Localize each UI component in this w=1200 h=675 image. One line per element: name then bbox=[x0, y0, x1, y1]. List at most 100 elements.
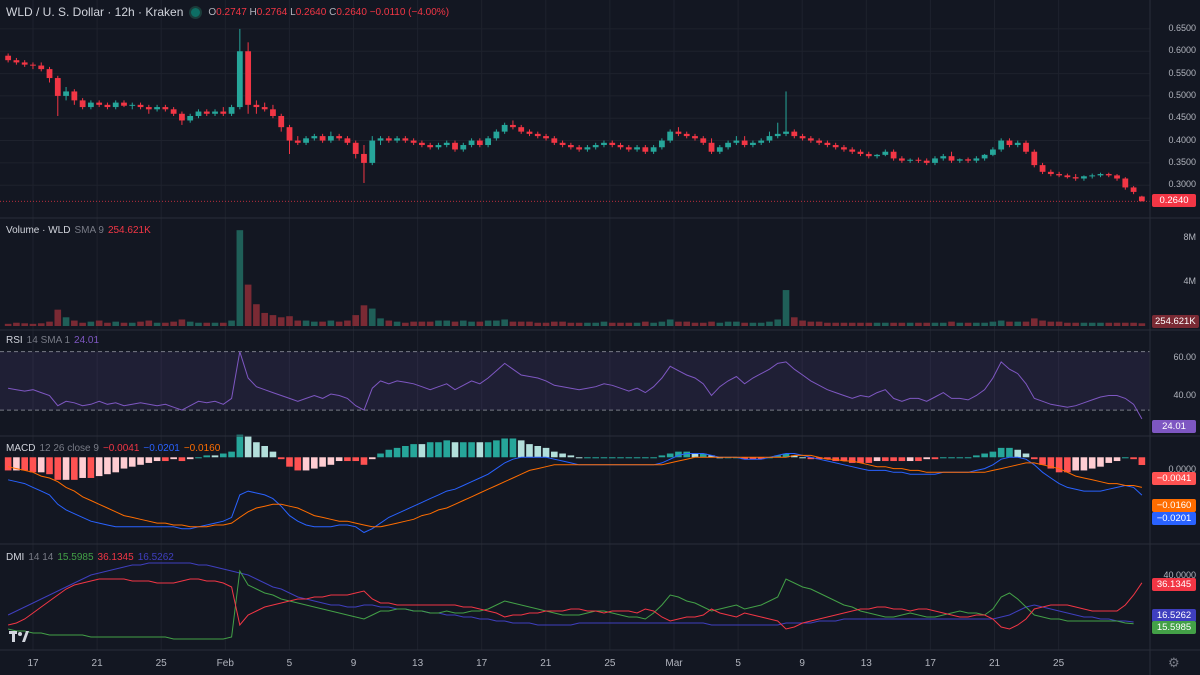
candle bbox=[1114, 174, 1120, 181]
volume-bar bbox=[178, 319, 186, 326]
histogram-bar bbox=[642, 457, 649, 459]
candle bbox=[551, 136, 558, 146]
volume-bar bbox=[1047, 321, 1055, 326]
price-tick: 0.3000 bbox=[1168, 179, 1196, 190]
volume-bar bbox=[1105, 322, 1113, 326]
volume-bar bbox=[468, 321, 475, 326]
histogram-bar bbox=[468, 442, 475, 458]
volume-bar bbox=[203, 322, 211, 326]
price-tick: 0.5000 bbox=[1168, 89, 1196, 100]
histogram-bar bbox=[1088, 457, 1096, 469]
volume-bar bbox=[848, 322, 856, 326]
histogram-bar bbox=[476, 442, 484, 458]
candle bbox=[145, 104, 152, 114]
symbol-header[interactable]: WLD / U. S. Dollar · 12h · Kraken O0.274… bbox=[6, 5, 449, 19]
settings-gear-icon[interactable]: ⚙ bbox=[1168, 655, 1180, 670]
open-value: 0.2747 bbox=[216, 6, 247, 18]
time-tick: 25 bbox=[155, 658, 167, 669]
histogram-bar bbox=[1014, 449, 1022, 458]
volume-legend[interactable]: Volume · WLD SMA 9 254.621K bbox=[6, 225, 151, 236]
histogram-bar bbox=[526, 444, 533, 458]
candle bbox=[766, 131, 773, 143]
price-tick: 0.3500 bbox=[1168, 156, 1196, 167]
candle bbox=[932, 156, 938, 166]
candle bbox=[534, 131, 541, 139]
candle bbox=[1047, 169, 1054, 177]
volume-bar bbox=[1006, 321, 1013, 326]
volume-badge: 254.621K bbox=[1152, 315, 1199, 328]
candle bbox=[857, 149, 864, 157]
candle bbox=[650, 145, 657, 154]
macd-legend[interactable]: MACD 12 26 close 9 −0.0041 −0.0201 −0.01… bbox=[6, 443, 220, 454]
histogram-bar bbox=[277, 457, 285, 460]
histogram-bar bbox=[981, 453, 988, 458]
volume-bar bbox=[617, 322, 624, 326]
volume-bar bbox=[517, 321, 525, 326]
candle bbox=[990, 147, 996, 157]
volume-bar bbox=[344, 320, 351, 326]
candle bbox=[841, 145, 847, 152]
histogram-bar bbox=[501, 438, 508, 458]
histogram-bar bbox=[186, 457, 194, 460]
price-candles bbox=[5, 28, 1145, 202]
volume-bar bbox=[443, 320, 451, 326]
histogram-bar bbox=[857, 457, 864, 463]
volume-bar bbox=[352, 315, 360, 326]
dmi-legend[interactable]: DMI 14 14 15.5985 36.1345 16.5262 bbox=[6, 552, 174, 563]
candle bbox=[79, 98, 86, 110]
dmi-legend-param: 14 14 bbox=[28, 552, 54, 563]
histogram-bar bbox=[708, 455, 715, 458]
histogram-bar bbox=[757, 457, 765, 460]
candle bbox=[708, 138, 715, 154]
open-label: O bbox=[208, 6, 217, 18]
symbol-title[interactable]: WLD / U. S. Dollar · 12h · Kraken bbox=[6, 5, 184, 19]
volume-bar bbox=[733, 321, 740, 326]
histogram-bar bbox=[1047, 457, 1055, 469]
tradingview-logo-icon[interactable] bbox=[8, 628, 30, 646]
candle bbox=[286, 124, 293, 154]
candle bbox=[683, 131, 690, 139]
volume-bar bbox=[1088, 322, 1096, 326]
histogram-bar bbox=[882, 457, 889, 462]
market-status-icon[interactable] bbox=[189, 5, 203, 19]
dmi-legend-title: DMI bbox=[6, 552, 25, 563]
rsi-legend[interactable]: RSI 14 SMA 1 24.01 bbox=[6, 335, 99, 346]
histogram-bar bbox=[327, 457, 335, 465]
volume-bar bbox=[311, 321, 318, 326]
volume-bar bbox=[385, 320, 393, 326]
histogram-bar bbox=[418, 444, 426, 458]
volume-bar bbox=[691, 322, 699, 326]
volume-bar bbox=[302, 320, 310, 326]
volume-bar bbox=[964, 322, 972, 326]
histogram-bar bbox=[344, 457, 351, 462]
candle bbox=[71, 89, 78, 105]
volume-bar bbox=[1122, 322, 1129, 326]
histogram-bar bbox=[666, 453, 674, 458]
volume-bar bbox=[153, 322, 161, 326]
volume-bar bbox=[956, 322, 964, 326]
volume-bar bbox=[62, 317, 70, 326]
candle bbox=[303, 136, 309, 146]
volume-bar bbox=[1113, 322, 1121, 326]
histogram-bar bbox=[658, 455, 666, 458]
histogram-bar bbox=[608, 457, 616, 459]
candle bbox=[419, 140, 425, 148]
histogram-bar bbox=[915, 457, 922, 462]
volume-bar bbox=[1014, 321, 1022, 326]
volume-bar bbox=[1130, 322, 1137, 326]
candle bbox=[874, 153, 880, 159]
histogram-bar bbox=[459, 442, 467, 458]
histogram-bar bbox=[956, 457, 964, 459]
volume-bar bbox=[145, 320, 153, 326]
histogram-bar bbox=[203, 455, 211, 458]
volume-bar bbox=[95, 320, 103, 326]
histogram-bar bbox=[534, 446, 542, 458]
histogram-bar bbox=[104, 457, 111, 475]
histogram-bar bbox=[112, 457, 120, 473]
candle bbox=[1006, 138, 1013, 148]
candle bbox=[154, 104, 160, 112]
volume-bar bbox=[534, 322, 542, 326]
candle bbox=[973, 156, 980, 163]
candle bbox=[543, 133, 549, 141]
